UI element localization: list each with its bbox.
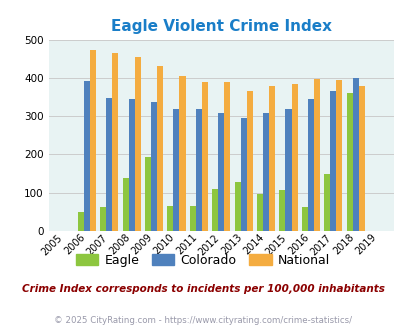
Bar — [145, 157, 151, 231]
Bar — [77, 212, 83, 231]
Bar — [100, 207, 106, 231]
Bar — [346, 93, 352, 231]
Bar — [90, 50, 96, 231]
Bar — [134, 57, 141, 231]
Bar — [157, 66, 163, 231]
Bar — [128, 99, 134, 231]
Bar — [358, 86, 364, 231]
Legend: Eagle, Colorado, National: Eagle, Colorado, National — [70, 249, 335, 272]
Bar — [218, 113, 224, 231]
Bar — [106, 98, 112, 231]
Bar — [240, 118, 246, 231]
Bar — [279, 190, 285, 231]
Bar — [269, 86, 275, 231]
Bar — [189, 206, 195, 231]
Text: Crime Index corresponds to incidents per 100,000 inhabitants: Crime Index corresponds to incidents per… — [21, 284, 384, 294]
Bar — [307, 99, 313, 231]
Bar — [324, 174, 330, 231]
Bar — [256, 194, 262, 231]
Bar — [262, 113, 269, 231]
Bar — [291, 84, 297, 231]
Bar — [167, 206, 173, 231]
Bar — [83, 81, 90, 231]
Bar — [301, 207, 307, 231]
Bar — [224, 82, 230, 231]
Bar — [201, 82, 207, 231]
Bar — [112, 52, 118, 231]
Bar — [173, 109, 179, 231]
Bar — [313, 79, 319, 231]
Bar — [330, 91, 335, 231]
Bar — [151, 102, 157, 231]
Bar — [285, 109, 291, 231]
Text: © 2025 CityRating.com - https://www.cityrating.com/crime-statistics/: © 2025 CityRating.com - https://www.city… — [54, 316, 351, 325]
Bar — [179, 76, 185, 231]
Bar — [122, 178, 128, 231]
Bar — [335, 80, 341, 231]
Bar — [352, 78, 358, 231]
Bar — [234, 182, 240, 231]
Bar — [212, 189, 218, 231]
Bar — [246, 90, 252, 231]
Bar — [195, 109, 201, 231]
Title: Eagle Violent Crime Index: Eagle Violent Crime Index — [111, 19, 331, 34]
